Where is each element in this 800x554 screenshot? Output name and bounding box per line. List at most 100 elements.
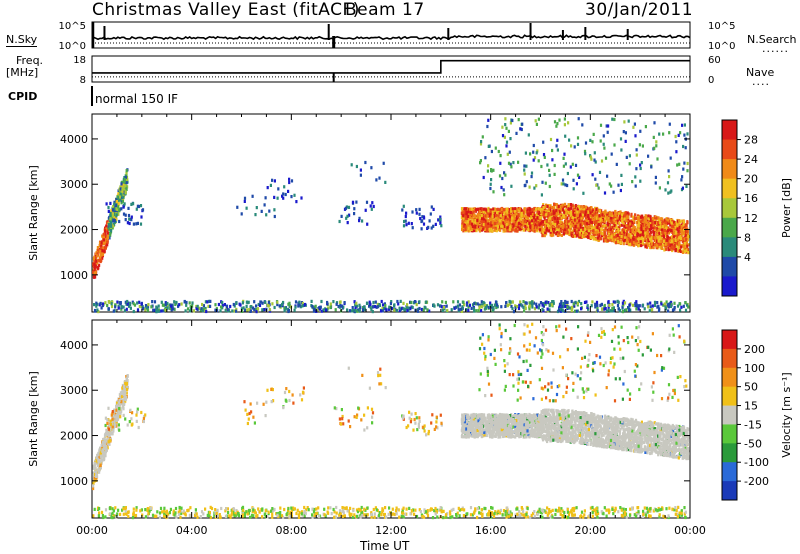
data-cell [351, 200, 355, 204]
data-cell [626, 211, 629, 215]
data-cell [206, 300, 209, 304]
data-cell [603, 230, 606, 234]
data-cell [685, 249, 688, 253]
data-cell [287, 189, 290, 193]
data-cell [608, 210, 611, 215]
data-cell [532, 226, 535, 230]
data-cell [120, 184, 123, 188]
data-cell [266, 186, 269, 190]
data-cell [170, 304, 173, 308]
data-cell [317, 506, 320, 510]
data-cell [283, 309, 286, 313]
data-cell [631, 303, 635, 307]
data-cell [637, 244, 640, 248]
data-cell [566, 305, 569, 309]
data-cell [468, 220, 471, 224]
data-cell [587, 229, 590, 233]
data-cell [627, 218, 630, 222]
data-cell [631, 240, 634, 244]
data-cell [536, 149, 539, 153]
data-cell [558, 224, 561, 228]
data-cell [608, 219, 611, 224]
data-cell [263, 308, 266, 312]
data-cell [678, 244, 682, 248]
data-cell [655, 243, 658, 248]
data-cell [607, 124, 610, 128]
data-cell [518, 510, 521, 514]
data-cell [393, 304, 396, 308]
data-cell [224, 308, 227, 313]
data-cell [215, 307, 218, 311]
data-cell [507, 220, 510, 224]
data-cell [124, 218, 127, 222]
data-cell [587, 226, 590, 230]
noise-frame [91, 21, 691, 49]
data-cell [528, 209, 531, 213]
data-cell [662, 132, 665, 136]
data-cell [117, 306, 120, 310]
data-cell [678, 248, 681, 252]
data-cell [524, 224, 527, 229]
data-cell [349, 506, 352, 510]
data-cell [661, 227, 664, 231]
data-cell [574, 204, 577, 208]
data-cell [579, 225, 582, 229]
data-cell [502, 216, 505, 220]
data-cell [553, 163, 556, 168]
data-cell [667, 191, 670, 195]
data-cell [507, 129, 510, 133]
data-cell [484, 219, 487, 223]
data-cell [666, 234, 669, 238]
data-cell [510, 207, 513, 211]
data-cell [401, 306, 404, 310]
data-cell [499, 508, 502, 512]
data-cell [180, 302, 183, 306]
data-cell [268, 209, 271, 213]
data-cell [204, 306, 207, 311]
data-cell [269, 183, 272, 187]
data-cell [236, 205, 239, 209]
data-cell [346, 221, 349, 225]
data-cell [658, 232, 661, 236]
data-cell [611, 309, 614, 313]
data-cell [634, 301, 637, 306]
data-cell [515, 208, 518, 212]
data-cell [644, 233, 647, 237]
data-cell [535, 122, 538, 126]
data-cell [126, 178, 129, 182]
data-cell [686, 132, 689, 136]
data-cell [136, 221, 139, 225]
data-cell [580, 217, 583, 221]
data-cell [403, 219, 406, 224]
data-cell [669, 223, 672, 227]
data-cell [479, 226, 483, 230]
data-cell [639, 129, 642, 133]
data-cell [120, 305, 123, 309]
data-cell [298, 303, 301, 307]
data-cell [643, 219, 646, 223]
data-cell [609, 228, 612, 232]
data-cell [639, 163, 642, 167]
data-cell [582, 228, 585, 232]
data-cell [219, 309, 222, 313]
data-cell [264, 196, 267, 200]
data-cell [406, 303, 409, 307]
data-cell [667, 169, 670, 173]
data-cell [591, 221, 594, 225]
data-cell [648, 309, 651, 313]
data-cell [674, 249, 677, 253]
data-cell [543, 155, 546, 159]
data-cell [607, 237, 610, 241]
data-cell [261, 301, 264, 305]
data-cell [351, 309, 354, 313]
data-cell [531, 224, 534, 228]
data-cell [490, 227, 493, 232]
data-cell [636, 304, 639, 308]
data-cell [133, 303, 137, 307]
data-cell [643, 307, 646, 311]
data-cell [98, 244, 101, 248]
data-cell [125, 181, 128, 185]
data-cell [469, 226, 472, 230]
data-cell [440, 305, 443, 309]
data-cell [593, 508, 596, 513]
